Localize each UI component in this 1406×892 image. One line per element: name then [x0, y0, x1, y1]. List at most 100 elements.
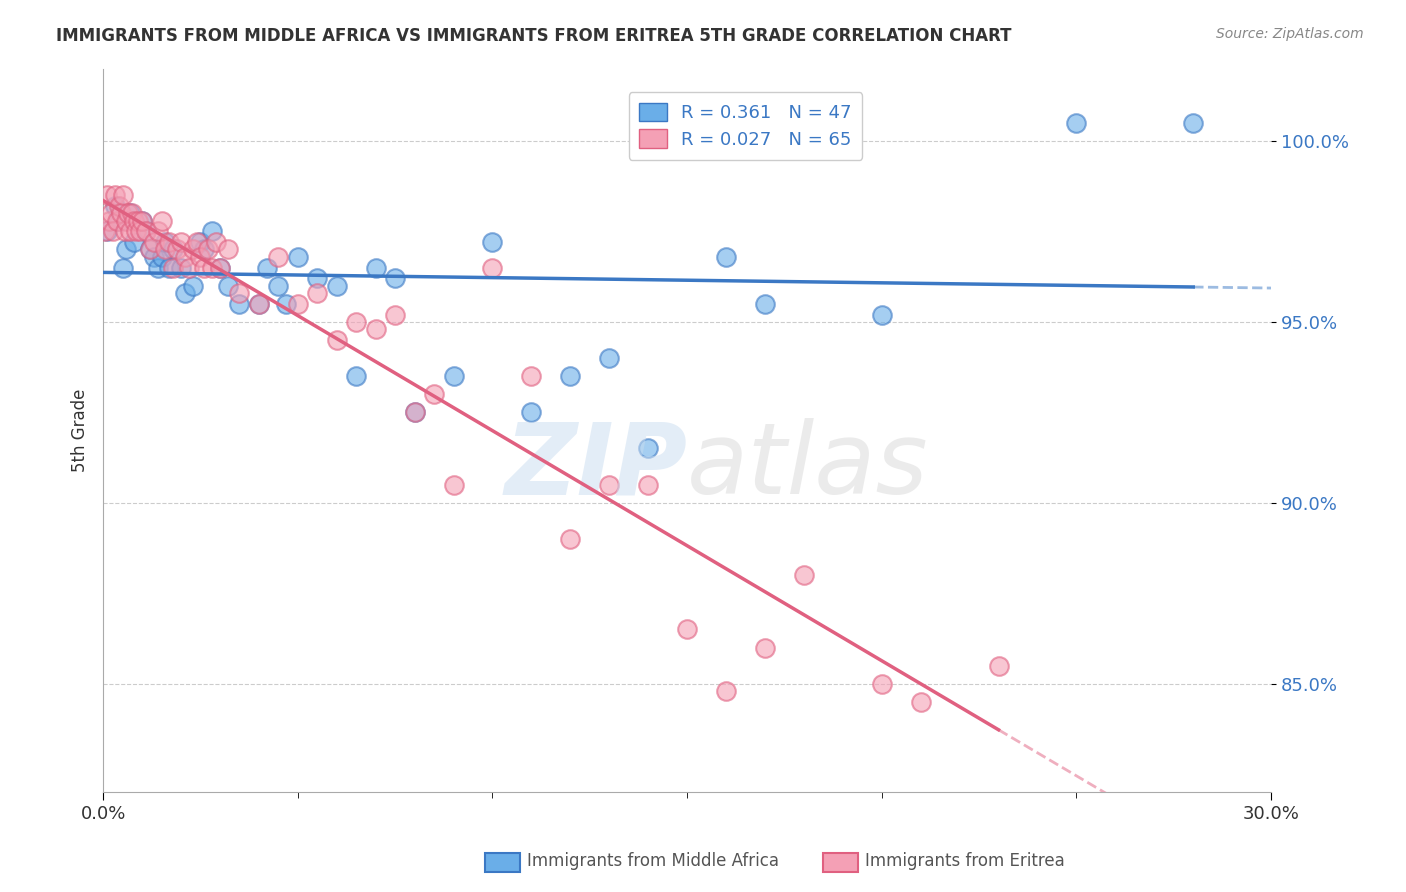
Point: [150, 250, 173, 264]
Point: [404, 405, 426, 419]
Point: [193, 243, 215, 257]
Point: [121, 206, 143, 220]
Point: [173, 250, 195, 264]
Point: [181, 243, 204, 257]
Point: [267, 278, 290, 293]
Point: [177, 260, 200, 275]
Point: [364, 322, 387, 336]
Y-axis label: 5th Grade: 5th Grade: [72, 389, 89, 472]
Point: [115, 213, 138, 227]
Point: [129, 224, 152, 238]
Point: [325, 278, 347, 293]
Point: [193, 260, 215, 275]
Point: [150, 213, 173, 227]
Point: [364, 260, 387, 275]
Point: [443, 369, 465, 384]
Point: [307, 271, 329, 285]
Point: [443, 477, 465, 491]
Point: [676, 623, 699, 637]
Point: [186, 235, 208, 250]
Point: [142, 250, 165, 264]
Point: [107, 199, 129, 213]
Point: [117, 206, 139, 220]
Point: [1182, 116, 1205, 130]
Point: [146, 260, 169, 275]
Point: [325, 333, 347, 347]
Point: [256, 260, 278, 275]
Point: [423, 387, 446, 401]
Point: [100, 206, 122, 220]
Point: [157, 235, 180, 250]
Point: [111, 188, 134, 202]
Point: [166, 243, 188, 257]
Point: [217, 243, 239, 257]
Point: [170, 235, 193, 250]
Point: [714, 684, 737, 698]
Point: [754, 640, 776, 655]
Point: [247, 297, 270, 311]
Point: [98, 213, 121, 227]
Point: [157, 260, 180, 275]
Point: [114, 224, 136, 238]
Point: [139, 243, 162, 257]
Point: [208, 260, 231, 275]
Point: [190, 235, 212, 250]
Point: [404, 405, 426, 419]
Point: [135, 224, 157, 238]
Point: [714, 250, 737, 264]
Point: [637, 477, 659, 491]
Point: [125, 224, 148, 238]
Point: [287, 297, 309, 311]
Point: [181, 278, 204, 293]
Point: [96, 224, 118, 238]
Point: [560, 532, 582, 546]
Point: [190, 250, 212, 264]
Point: [135, 224, 157, 238]
Point: [124, 235, 146, 250]
Point: [208, 260, 231, 275]
Point: [344, 315, 367, 329]
Point: [637, 442, 659, 456]
Point: [384, 271, 406, 285]
Point: [267, 250, 290, 264]
Point: [201, 224, 224, 238]
Point: [115, 243, 138, 257]
Point: [162, 260, 184, 275]
Point: [870, 308, 893, 322]
Point: [155, 243, 177, 257]
Point: [987, 658, 1010, 673]
Point: [101, 224, 124, 238]
Point: [104, 199, 127, 213]
Point: [197, 243, 219, 257]
Text: Immigrants from Middle Africa: Immigrants from Middle Africa: [527, 852, 779, 870]
Point: [105, 213, 128, 227]
Point: [131, 213, 153, 227]
Point: [205, 235, 228, 250]
Text: IMMIGRANTS FROM MIDDLE AFRICA VS IMMIGRANTS FROM ERITREA 5TH GRADE CORRELATION C: IMMIGRANTS FROM MIDDLE AFRICA VS IMMIGRA…: [56, 27, 1012, 45]
Point: [217, 278, 239, 293]
Point: [274, 297, 297, 311]
Point: [1066, 116, 1088, 130]
Point: [170, 260, 193, 275]
Point: [96, 188, 118, 202]
Point: [247, 297, 270, 311]
Point: [142, 235, 165, 250]
Text: Source: ZipAtlas.com: Source: ZipAtlas.com: [1216, 27, 1364, 41]
Point: [120, 224, 142, 238]
Point: [481, 235, 503, 250]
Point: [107, 213, 129, 227]
Text: Immigrants from Eritrea: Immigrants from Eritrea: [865, 852, 1064, 870]
Point: [162, 243, 184, 257]
Point: [120, 206, 142, 220]
Point: [131, 213, 153, 227]
Point: [307, 285, 329, 300]
Point: [155, 235, 177, 250]
Point: [481, 260, 503, 275]
Point: [560, 369, 582, 384]
Point: [146, 224, 169, 238]
Point: [344, 369, 367, 384]
Point: [598, 351, 620, 365]
Point: [228, 297, 250, 311]
Point: [287, 250, 309, 264]
Point: [104, 188, 127, 202]
